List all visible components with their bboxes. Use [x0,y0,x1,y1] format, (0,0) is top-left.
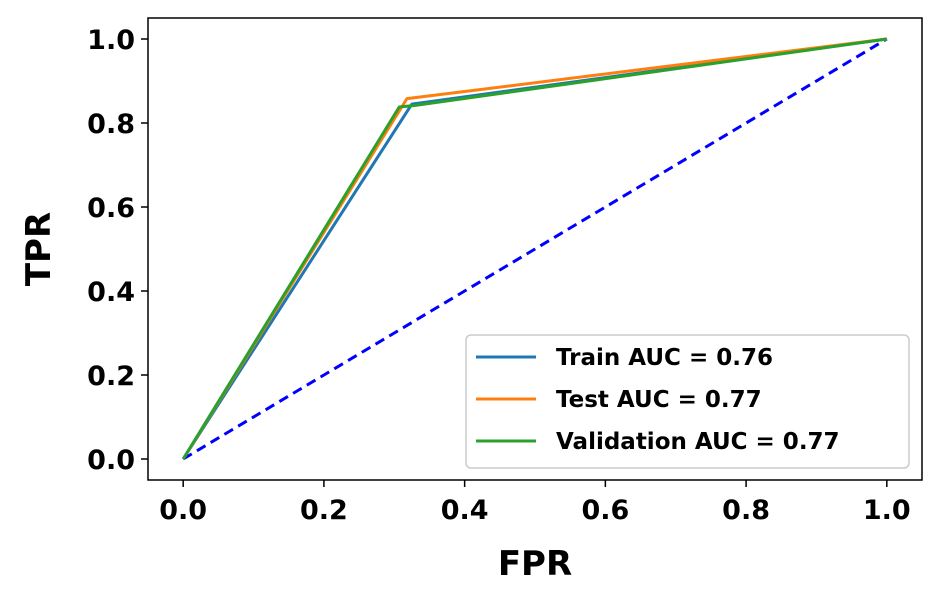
y-tick-label: 0.8 [87,109,135,140]
roc-curve-line [181,37,888,460]
y-tick-label: 1.0 [87,25,135,56]
plot-area [181,37,888,461]
y-tick-label: 0.6 [87,193,135,224]
y-tick-label: 0.4 [87,277,135,308]
x-tick-label: 0.8 [722,495,770,526]
x-axis: 0.0 0.2 0.4 0.6 0.8 1.0 [159,480,911,526]
legend-entry-label: Test AUC = 0.77 [556,387,762,413]
y-tick-label: 0.0 [87,445,135,476]
x-tick-label: 1.0 [863,495,911,526]
legend-entry-label: Validation AUC = 0.77 [556,429,840,455]
x-tick-label: 0.6 [581,495,629,526]
reference-diagonal-line [182,37,888,461]
x-tick-label: 0.2 [300,495,348,526]
y-axis-label: TPR [19,212,59,286]
axes-frame [147,17,923,481]
x-axis-label: FPR [498,544,572,584]
x-tick-label: 0.0 [159,495,207,526]
legend-entry-label: Train AUC = 0.76 [556,345,773,371]
y-tick-label: 0.2 [87,361,135,392]
legend: Train AUC = 0.76 Test AUC = 0.77 Validatio… [465,334,910,469]
y-axis: 0.0 0.2 0.4 0.6 0.8 1.0 [87,25,148,476]
x-tick-label: 0.4 [441,495,489,526]
legend-box [465,334,910,469]
